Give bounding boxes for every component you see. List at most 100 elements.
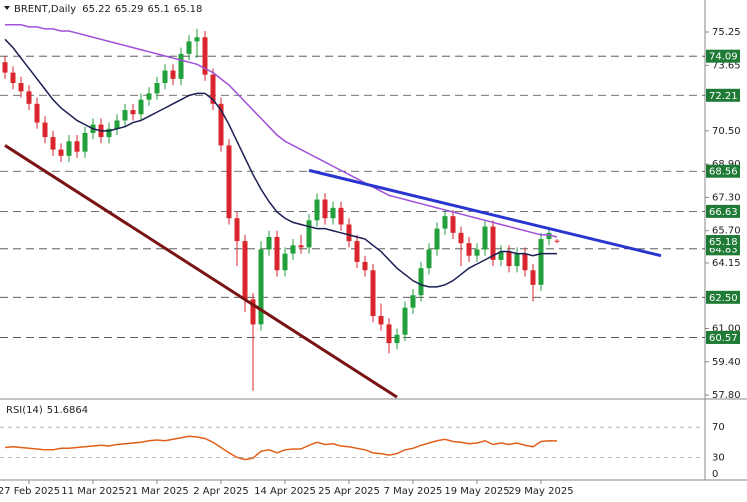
candle-body: [162, 70, 168, 84]
level-label-box: [706, 290, 740, 304]
candle-body: [386, 324, 392, 344]
level-label-box: [706, 204, 740, 218]
x-tick-label: 21 Mar 2025: [125, 486, 188, 497]
candle-body: [474, 249, 480, 256]
candle-body: [266, 236, 272, 250]
candle-body: [242, 241, 248, 300]
x-tick-label: 14 Apr 2025: [254, 486, 316, 497]
candle-body: [410, 295, 416, 308]
candle-body: [186, 41, 192, 54]
candle-body: [354, 241, 360, 262]
y-tick-label: 61.00: [712, 324, 741, 335]
level-label-box: [706, 49, 740, 63]
rsi-panel: [0, 426, 705, 461]
candle-body: [330, 207, 336, 219]
candle-body: [554, 240, 560, 242]
candle-body: [18, 83, 24, 92]
y-tick-label: 68.90: [712, 159, 741, 170]
candle-body: [226, 145, 232, 219]
moving-average: [5, 24, 558, 238]
candle-body: [66, 141, 72, 156]
candle-body: [138, 99, 144, 115]
candle-body: [426, 249, 432, 269]
rsi-title: RSI(14): [6, 405, 43, 416]
candle-body: [50, 137, 56, 150]
price-label: 65.18: [709, 237, 738, 248]
y-tick-label: 65.70: [712, 226, 741, 237]
y-tick-label: 70.50: [712, 126, 741, 137]
candle-body: [394, 334, 400, 344]
symbol-title: BRENT,Daily: [14, 4, 76, 15]
candle-body: [306, 220, 312, 248]
candle-body: [482, 226, 488, 250]
level-label: 60.57: [709, 333, 738, 344]
candle-body: [458, 232, 464, 244]
x-tick-label: 25 Apr 2025: [318, 486, 380, 497]
candle-body: [498, 251, 504, 260]
x-tick-label: 27 Feb 2025: [0, 486, 60, 497]
candle-body: [178, 53, 184, 79]
candle-body: [82, 132, 88, 152]
y-tick-label: 57.80: [712, 390, 741, 401]
trendline: [308, 168, 662, 258]
y-tick-label: 59.40: [712, 357, 741, 368]
level-label: 62.50: [709, 293, 738, 304]
y-tick-label: 67.30: [712, 192, 741, 203]
candle-body: [74, 141, 80, 152]
x-tick-label: 29 May 2025: [508, 486, 573, 497]
candle-body: [194, 37, 200, 42]
high-value: 65.29: [115, 4, 144, 15]
level-label: 64.83: [709, 244, 738, 255]
candle-body: [466, 243, 472, 256]
candle-body: [10, 72, 16, 84]
candle-body: [450, 216, 456, 233]
candle-body: [434, 228, 440, 250]
candle-body: [370, 270, 376, 317]
level-label: 72.21: [709, 91, 738, 102]
candle-body: [514, 253, 520, 267]
candle-body: [298, 245, 304, 248]
candle-body: [154, 83, 160, 94]
candle-body: [234, 218, 240, 242]
axes: 75.25 73.65 70.50 68.90 67.30 65.70 64.15 61.00…: [0, 27, 741, 497]
y-tick-label: 30: [712, 452, 725, 463]
candle-body: [290, 245, 296, 254]
level-label: 66.63: [709, 207, 738, 218]
candle-body: [122, 110, 128, 121]
close-value: 65.18: [174, 4, 203, 15]
level-label-box: [706, 88, 740, 102]
rsi-header: RSI(14) 51.6864: [6, 405, 88, 416]
candle-body: [26, 91, 32, 104]
candle-body: [362, 261, 368, 271]
candle-body: [58, 149, 64, 156]
candle-body: [274, 236, 280, 271]
trendline: [4, 144, 398, 399]
candle-body: [522, 253, 528, 271]
candle-body: [170, 70, 176, 79]
y-tick-label: 70: [712, 422, 725, 433]
rsi-value: 51.6864: [47, 405, 88, 416]
level-label: 68.56: [709, 167, 738, 178]
candle-body: [418, 268, 424, 296]
candle-body: [546, 232, 552, 240]
candle-body: [530, 270, 536, 285]
y-tick-label: 75.25: [712, 27, 741, 38]
y-tick-label: 0: [712, 469, 718, 480]
candle-body: [258, 249, 264, 325]
candle-body: [42, 122, 48, 138]
x-tick-label: 19 May 2025: [444, 486, 509, 497]
y-tick-label: 64.15: [712, 258, 741, 269]
candle-body: [106, 128, 112, 138]
main-panel: [0, 24, 705, 399]
x-tick-label: 11 Mar 2025: [61, 486, 124, 497]
x-tick-label: 7 May 2025: [384, 486, 443, 497]
collapse-icon[interactable]: [4, 6, 10, 10]
level-label-box: [706, 330, 740, 344]
candle-body: [322, 199, 328, 219]
candle-body: [442, 216, 448, 229]
candle-body: [314, 199, 320, 221]
low-value: 65.1: [147, 4, 169, 15]
candle-body: [250, 299, 256, 325]
